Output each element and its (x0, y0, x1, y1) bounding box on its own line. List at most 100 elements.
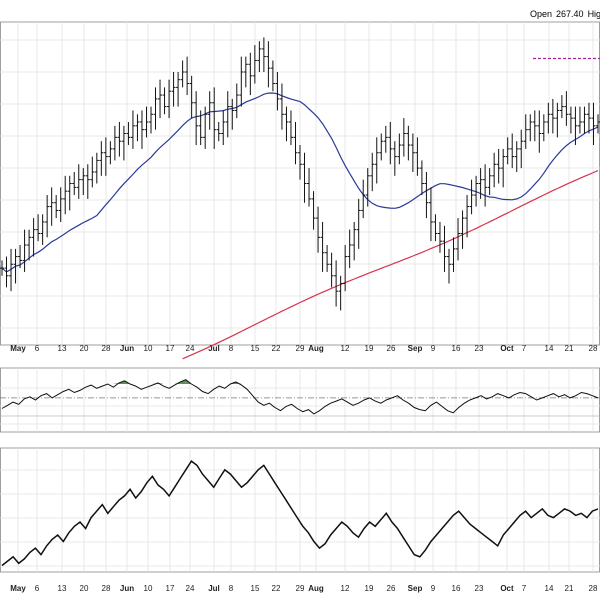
price-bar (221, 110, 226, 146)
price-bar (311, 191, 316, 230)
price-bar (239, 56, 244, 107)
x-tick-label: 19 (365, 584, 374, 593)
high-label: High (587, 9, 600, 19)
x-tick-label: 20 (80, 344, 89, 353)
x-tick-label: 13 (58, 344, 67, 353)
x-tick-label: 17 (166, 584, 175, 593)
price-bar (523, 114, 528, 149)
x-tick-label: 28 (102, 584, 111, 593)
x-tick-label: 12 (341, 344, 350, 353)
price-bar (13, 248, 18, 284)
lower-indicator-line (1, 460, 599, 567)
price-bar (496, 148, 501, 184)
price-bar (474, 175, 479, 207)
price-bar (577, 106, 582, 134)
price-bar (573, 106, 578, 146)
price-bar (392, 141, 397, 176)
x-tick-label: 14 (545, 344, 554, 353)
price-bar (550, 98, 555, 134)
price-bar (171, 71, 176, 107)
price-bar (58, 187, 63, 222)
price-bar (279, 83, 284, 130)
price-bar (40, 214, 45, 246)
x-tick-label: 12 (341, 584, 350, 593)
price-bar (564, 91, 569, 126)
x-tick-label: 19 (365, 344, 374, 353)
price-bar (0, 260, 4, 276)
ma-long-line (182, 170, 599, 360)
price-bar (338, 275, 343, 311)
x-tick-label: Aug (308, 344, 324, 353)
price-bar (180, 60, 185, 88)
price-bar (257, 41, 262, 72)
x-tick-label: 13 (58, 584, 67, 593)
price-bar (370, 152, 375, 192)
price-bar (63, 175, 68, 215)
price-bar (103, 137, 108, 176)
price-bar (374, 137, 379, 184)
x-tick-label: 28 (102, 344, 111, 353)
price-bar (212, 87, 217, 149)
price-bar (45, 195, 50, 238)
price-bar (460, 210, 465, 249)
price-bar (419, 160, 424, 196)
price-bar (586, 102, 591, 134)
x-tick-label: 10 (144, 584, 153, 593)
price-bar (428, 187, 433, 242)
x-tick-label: 24 (186, 584, 195, 593)
price-bar (216, 121, 221, 142)
price-bar (189, 75, 194, 119)
price-bar (121, 125, 126, 161)
price-bar (158, 79, 163, 119)
price-bar (149, 106, 153, 134)
x-tick-label: 20 (80, 584, 89, 593)
price-bar (243, 56, 248, 88)
price-bar (437, 221, 442, 253)
price-bar (352, 221, 357, 261)
price-bar (478, 168, 483, 199)
price-bar (410, 133, 415, 172)
price-bar (433, 214, 438, 242)
x-tick-label: 26 (387, 344, 396, 353)
price-bar (72, 171, 77, 196)
x-tick-label: 21 (565, 344, 574, 353)
price-bar (225, 91, 230, 138)
x-tick-label: 23 (475, 584, 484, 593)
price-bar (54, 195, 59, 219)
price-bar (469, 179, 474, 215)
price-bar (383, 125, 388, 153)
overbought-fill (235, 381, 242, 384)
x-tick-label: 8 (229, 344, 234, 353)
price-bar (112, 125, 117, 161)
x-tick-label: Jun (120, 344, 134, 353)
x-tick-label: 9 (431, 344, 436, 353)
x-tick-label: 22 (272, 344, 281, 353)
x-tick-label: Sep (408, 584, 423, 593)
price-bar (442, 225, 447, 272)
price-bar (537, 110, 542, 153)
x-tick-label: 29 (296, 584, 305, 593)
x-tick-label: 24 (186, 344, 195, 353)
x-tick-label: 22 (272, 584, 281, 593)
price-bar (117, 121, 122, 157)
price-bar (252, 45, 257, 84)
price-bar (99, 141, 104, 176)
price-bar (144, 106, 149, 138)
price-bar (487, 168, 492, 196)
price-bar (365, 168, 370, 207)
price-bar (298, 145, 302, 180)
upper-indicator-line (1, 379, 599, 415)
price-bar (388, 121, 393, 165)
x-tick-label: Jul (208, 344, 220, 353)
price-bar (447, 248, 451, 284)
price-bar (424, 171, 429, 219)
price-bar (130, 110, 135, 149)
price-bar (81, 168, 86, 196)
price-bar (275, 71, 280, 111)
price-bar (67, 175, 72, 211)
price-bar (510, 133, 515, 169)
price-bar (9, 248, 14, 292)
x-tick-label: 28 (589, 584, 598, 593)
